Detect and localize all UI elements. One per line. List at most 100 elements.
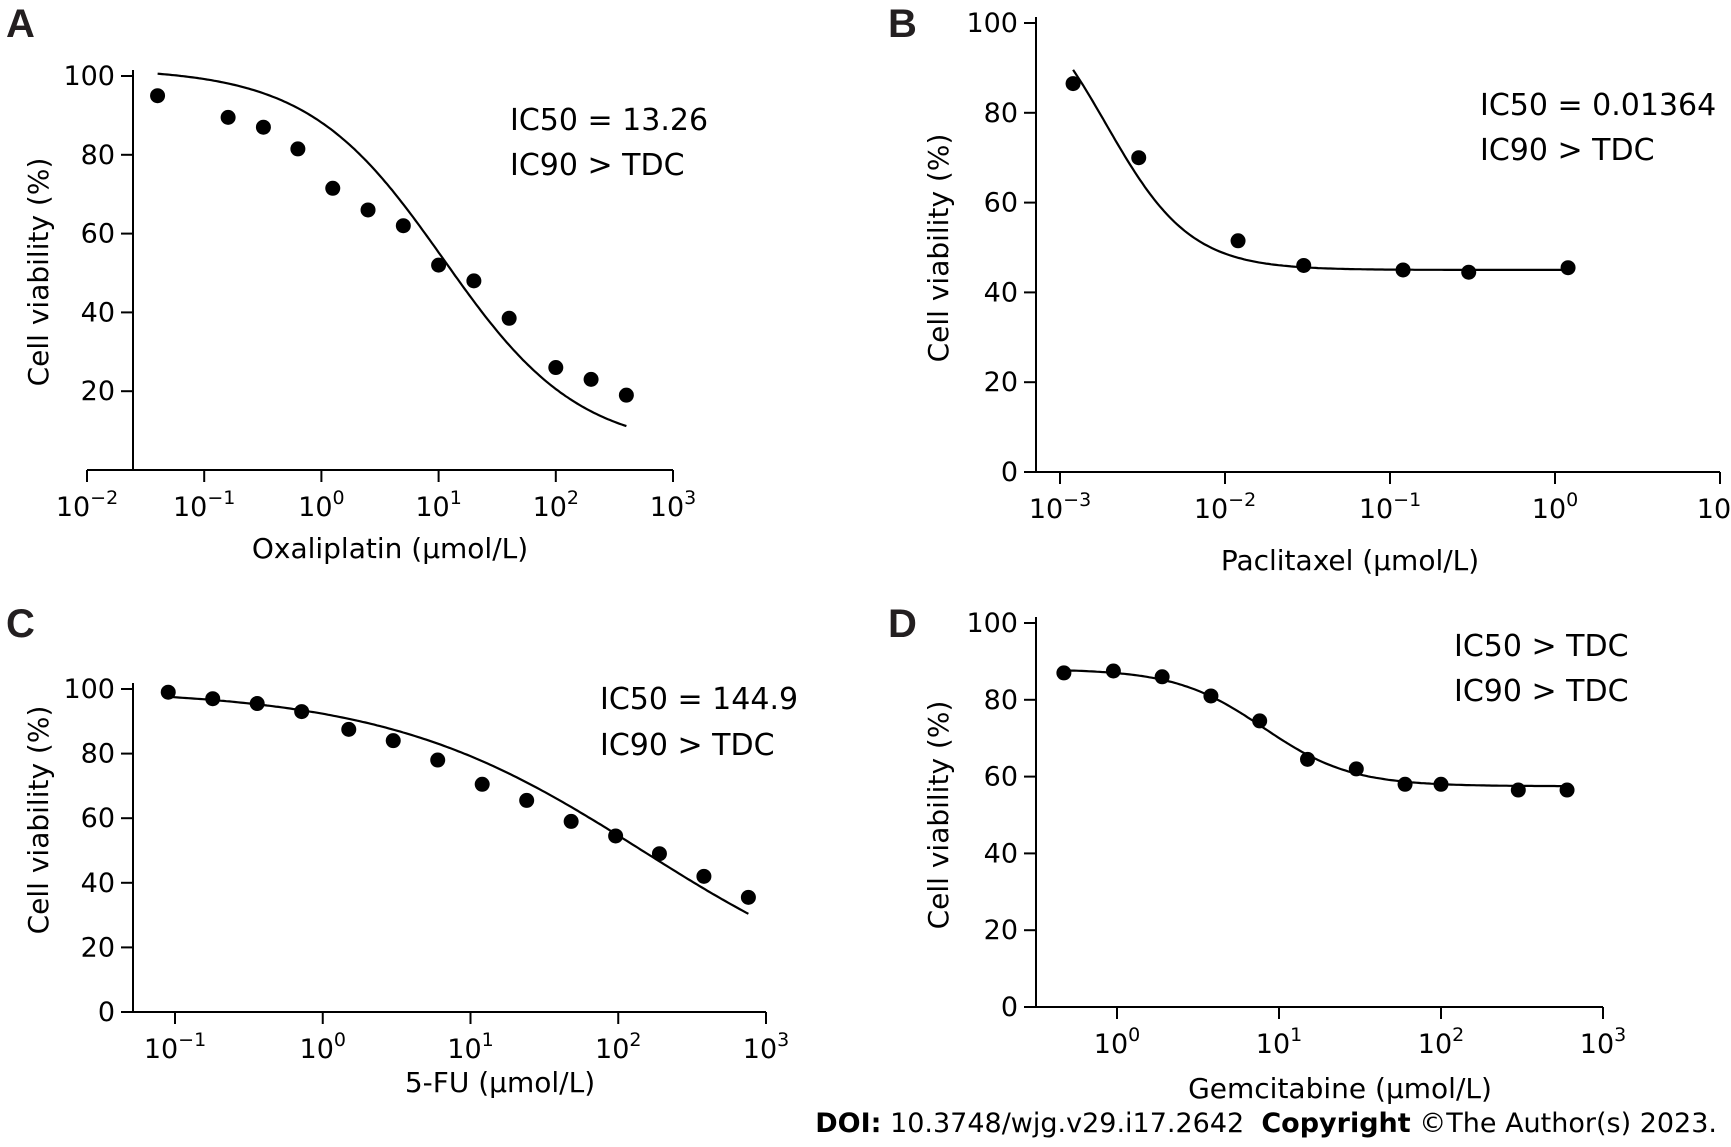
data-point: [255, 119, 271, 135]
y-tick-label: 100: [966, 608, 1018, 639]
data-point: [1203, 688, 1219, 704]
data-point: [1510, 782, 1526, 798]
panel-letter: A: [6, 2, 35, 46]
y-axis-label: Cell viability (%): [22, 158, 55, 387]
data-point: [1296, 257, 1312, 273]
x-tick-label: 100: [1532, 489, 1578, 525]
data-point: [341, 721, 357, 737]
data-point: [150, 88, 166, 104]
data-point: [1395, 262, 1411, 278]
y-tick-label: 0: [98, 997, 115, 1028]
data-point: [1559, 782, 1575, 798]
data-point: [1056, 665, 1072, 681]
panel-letter: B: [888, 2, 917, 46]
x-tick-label: 100: [1094, 1024, 1140, 1060]
annotation: IC50 = 144.9: [600, 682, 798, 717]
x-tick-label: 10−1: [1359, 489, 1421, 525]
data-point: [220, 109, 236, 125]
y-tick-label: 40: [81, 297, 115, 328]
data-point: [1252, 713, 1268, 729]
y-axis-label: Cell viability (%): [922, 134, 955, 363]
annotation: IC90 > TDC: [1480, 133, 1655, 168]
x-tick-label: 102: [595, 1029, 641, 1065]
x-tick-label: 10−1: [173, 487, 235, 523]
fit-curve: [168, 695, 749, 915]
y-tick-label: 40: [81, 868, 115, 899]
x-tick-label: 10−1: [144, 1029, 206, 1065]
x-tick-label: 101: [447, 1029, 493, 1065]
y-tick-label: 100: [63, 61, 115, 92]
annotation: IC50 > TDC: [1454, 629, 1629, 664]
data-point: [294, 704, 310, 720]
data-point: [474, 776, 490, 792]
data-point: [430, 752, 446, 768]
y-tick-label: 100: [966, 8, 1018, 39]
y-tick-label: 80: [81, 739, 115, 770]
panel-b: B 0 20 40 60 80 100 10−3 10−2 10−1 100 101 Paclitaxe…: [888, 2, 1731, 577]
x-axis-label: Oxaliplatin (μmol/L): [252, 532, 528, 565]
panel-d: D 0 20 40 60 80 100 100 101 102 103 Gemcitabine (μm…: [888, 602, 1629, 1105]
annotation: IC90 > TDC: [510, 148, 685, 183]
x-axis-label: Gemcitabine (μmol/L): [1188, 1072, 1492, 1105]
y-tick-label: 0: [1001, 457, 1018, 488]
y-tick-label: 60: [984, 762, 1018, 793]
y-tick-label: 80: [984, 685, 1018, 716]
data-point: [466, 273, 482, 289]
y-tick-label: 20: [81, 376, 115, 407]
panel-c: C 0 20 40 60 80 100 10−1 100 101 102 103 5-FU (μmol/…: [6, 602, 798, 1099]
data-point: [325, 180, 341, 196]
fit-curve: [157, 72, 627, 428]
y-tick-label: 0: [1001, 992, 1018, 1023]
data-point: [563, 813, 579, 829]
data-point: [1131, 150, 1147, 166]
data-point: [618, 387, 634, 403]
copyright-label: Copyright: [1261, 1108, 1411, 1139]
fit-curve: [1063, 669, 1568, 788]
x-tick-label: 10−2: [56, 487, 118, 523]
y-tick-label: 40: [984, 838, 1018, 869]
data-point: [249, 696, 265, 712]
panel-letter: C: [6, 602, 35, 646]
data-point: [395, 218, 411, 234]
data-point: [1433, 776, 1449, 792]
data-point: [501, 310, 517, 326]
y-tick-label: 20: [81, 932, 115, 963]
x-tick-label: 10−2: [1194, 489, 1256, 525]
data-point: [1154, 669, 1170, 685]
data-point: [1230, 233, 1246, 249]
y-tick-label: 40: [984, 277, 1018, 308]
y-tick-label: 60: [81, 803, 115, 834]
annotation: IC50 = 0.01364: [1480, 88, 1716, 123]
data-point: [1300, 751, 1316, 767]
annotation: IC50 = 13.26: [510, 103, 708, 138]
x-tick-label: 101: [1256, 1024, 1302, 1060]
x-tick-label: 102: [1418, 1024, 1464, 1060]
y-tick-label: 60: [81, 219, 115, 250]
data-point: [519, 792, 535, 808]
data-point: [1461, 264, 1477, 280]
data-point: [290, 141, 306, 157]
doi-label: DOI:: [815, 1108, 882, 1139]
y-tick-label: 100: [63, 674, 115, 705]
copyright-value: ©The Author(s) 2023.: [1419, 1108, 1717, 1139]
y-tick-label: 80: [81, 140, 115, 171]
x-tick-label: 103: [650, 487, 696, 523]
panel-letter: D: [888, 602, 917, 646]
y-tick-label: 60: [984, 188, 1018, 219]
data-point: [651, 846, 667, 862]
x-tick-label: 101: [1697, 489, 1731, 525]
data-point: [1397, 776, 1413, 792]
data-point: [1560, 260, 1576, 276]
x-axis-label: Paclitaxel (μmol/L): [1221, 544, 1479, 577]
footer-citation: DOI: 10.3748/wjg.v29.i17.2642 Copyright …: [815, 1108, 1717, 1139]
data-point: [696, 868, 712, 884]
panel-a: A 20 40 60 80 100 10−2 10−1 100 101 102 103 Oxalipla…: [6, 2, 708, 565]
x-tick-label: 10−3: [1029, 489, 1091, 525]
y-tick-label: 80: [984, 98, 1018, 129]
data-point: [1065, 76, 1081, 92]
data-point: [431, 257, 447, 273]
annotation: IC90 > TDC: [600, 728, 775, 763]
data-point: [360, 202, 376, 218]
x-tick-label: 101: [415, 487, 461, 523]
